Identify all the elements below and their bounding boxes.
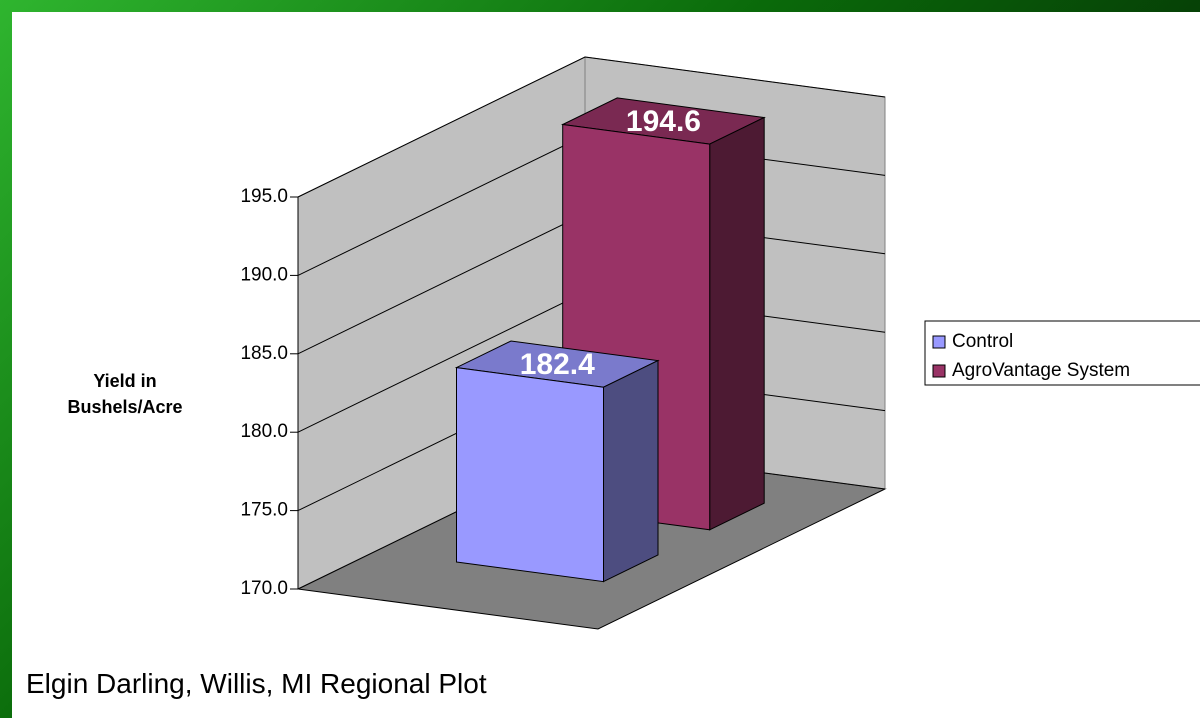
chart: 170.0 175.0 180.0 185.0 190.0 195.0 194.6 182.4… <box>240 56 1200 630</box>
grid-line <box>297 56 886 198</box>
legend-box <box>924 320 1200 386</box>
value-label: 182.4 <box>520 348 595 381</box>
chart-panel: 170.0 175.0 180.0 185.0 190.0 195.0 194.6 182.4… <box>12 12 1200 718</box>
y-tick-label: 170.0 <box>240 578 288 599</box>
bar-side <box>709 116 765 531</box>
caption: Elgin Darling, Willis, MI Regional Plot <box>26 668 487 699</box>
legend-label: Control <box>952 331 1013 352</box>
bar-front <box>456 367 604 583</box>
y-tick-label: 180.0 <box>240 421 288 442</box>
y-tick-label: 195.0 <box>240 186 288 207</box>
y-axis-label: Yield in Bushels/Acre <box>67 371 183 417</box>
y-tick-label: 175.0 <box>240 500 288 521</box>
legend-label: AgroVantage System <box>952 360 1130 381</box>
legend-swatch <box>932 364 946 378</box>
value-label: 194.6 <box>626 105 701 138</box>
y-tick-label: 185.0 <box>240 343 288 364</box>
legend-swatch <box>932 335 946 349</box>
y-tick-label: 190.0 <box>240 264 288 285</box>
bar-side <box>603 359 659 583</box>
